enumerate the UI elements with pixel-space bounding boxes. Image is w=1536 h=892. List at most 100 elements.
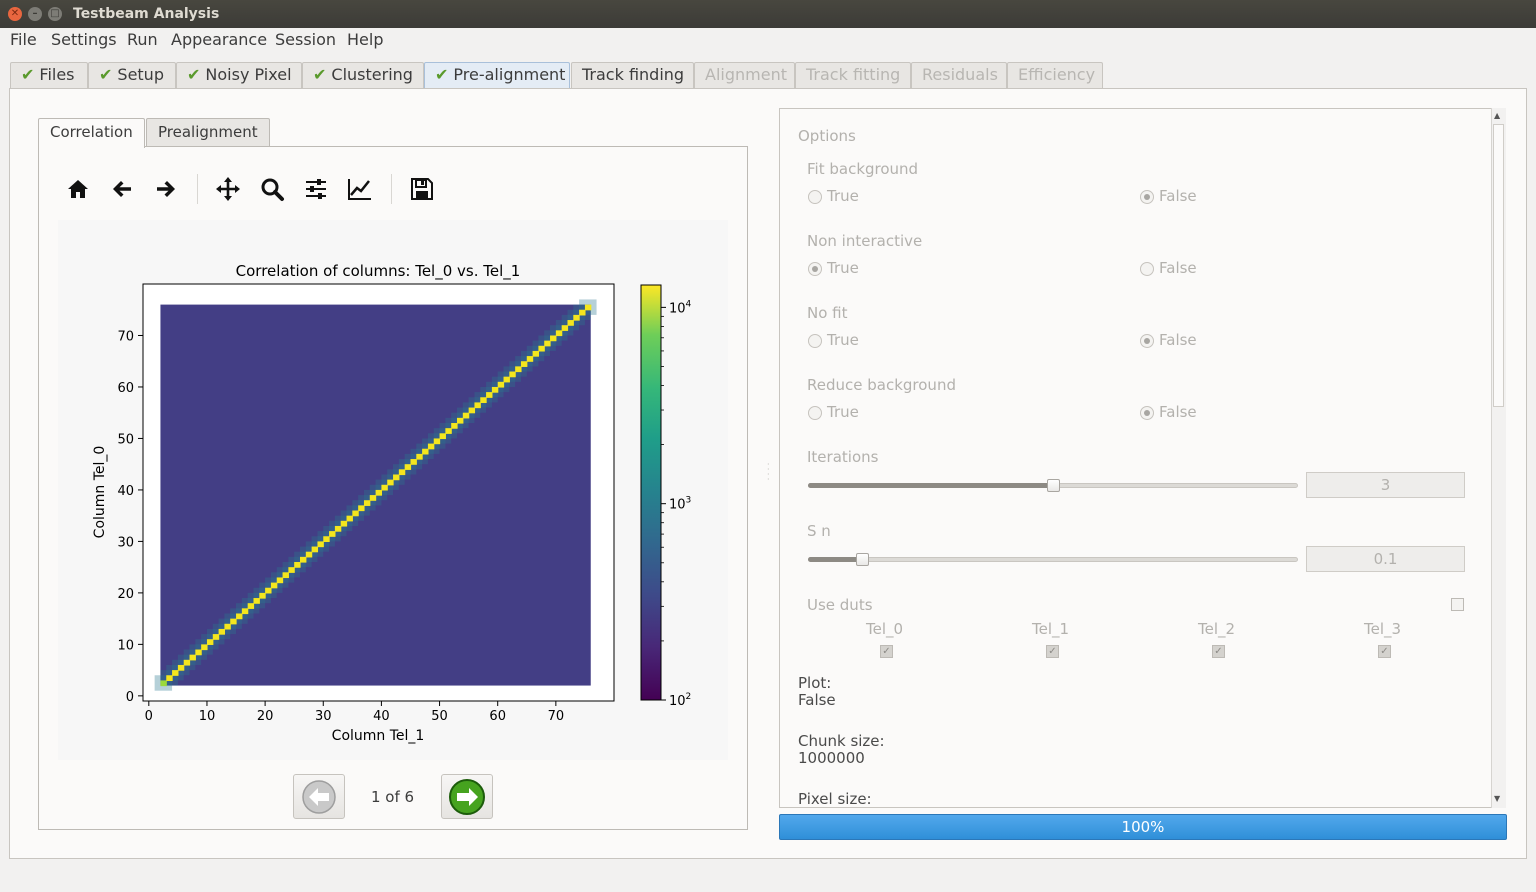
x-tick-label: 30: [315, 709, 332, 724]
subtab-prealignment[interactable]: Prealignment: [146, 118, 270, 147]
subplots-config-icon[interactable]: [303, 176, 329, 202]
menu-file[interactable]: File: [10, 30, 37, 49]
heatmap-diagonal-cell: [480, 397, 487, 404]
heatmap-diagonal-cell: [398, 469, 406, 476]
heatmap-diagonal-cell: [584, 304, 592, 311]
next-plot-button[interactable]: [441, 774, 493, 819]
non-interactive-false-radio[interactable]: [1140, 262, 1154, 276]
tab-setup[interactable]: ✔ Setup: [88, 62, 176, 88]
tab-track-finding[interactable]: Track finding: [571, 62, 694, 88]
heatmap-diagonal-cell: [346, 515, 353, 522]
back-arrow-icon[interactable]: [109, 176, 135, 202]
s-n-slider[interactable]: [808, 557, 1298, 562]
colorbar-tick-label: 104: [669, 299, 692, 316]
tab-alignment[interactable]: Alignment: [694, 62, 795, 88]
colorbar-ticks: 104 103 102: [661, 299, 692, 709]
tab-files[interactable]: ✔ Files: [10, 62, 88, 88]
heatmap-diagonal-cell: [532, 350, 540, 357]
heatmap-diagonal-cell: [515, 366, 522, 373]
heatmap-diagonal-cell: [573, 314, 580, 321]
tab-noisy-pixel[interactable]: ✔ Noisy Pixel: [176, 62, 302, 88]
tab-label: Track finding: [582, 65, 685, 84]
forward-arrow-icon[interactable]: [153, 176, 179, 202]
fit-background-false-radio[interactable]: [1140, 190, 1154, 204]
check-icon: ✔: [435, 65, 449, 84]
menu-run[interactable]: Run: [127, 30, 158, 49]
heatmap-diagonal-cell: [195, 649, 202, 656]
tab-clustering[interactable]: ✔ Clustering: [302, 62, 424, 88]
menu-help[interactable]: Help: [347, 30, 384, 49]
toolbar-separator: [197, 174, 198, 204]
x-axis-label: Column Tel_1: [332, 728, 425, 744]
scrollbar-thumb[interactable]: [1493, 124, 1504, 407]
no-fit-label: No fit: [807, 304, 848, 322]
non-interactive-true-radio[interactable]: [808, 262, 822, 276]
home-icon[interactable]: [65, 176, 91, 202]
scroll-down-icon[interactable]: ▼: [1494, 794, 1501, 803]
heatmap-diagonal-cell: [334, 525, 342, 532]
heatmap-diagonal-cell: [369, 495, 377, 501]
chunk-size-value: 1000000: [798, 749, 865, 767]
iterations-spinbox[interactable]: 3: [1306, 472, 1465, 498]
s-n-slider-handle[interactable]: [856, 553, 869, 566]
menu-appearance[interactable]: Appearance: [171, 30, 268, 49]
tab-residuals[interactable]: Residuals: [911, 62, 1007, 88]
window-title: Testbeam Analysis: [73, 6, 220, 22]
splitter-handle[interactable]: · · · ·: [767, 460, 770, 484]
pan-icon[interactable]: [215, 176, 241, 202]
heatmap-diagonal-cell: [352, 510, 359, 517]
x-tick-label: 50: [431, 709, 448, 724]
use-duts-label: Use duts: [807, 596, 873, 614]
minimize-window-button[interactable]: –: [28, 7, 42, 21]
use-duts-checkbox[interactable]: [1451, 598, 1464, 611]
heatmap-diagonal-cell: [160, 680, 167, 687]
check-icon: ✔: [99, 65, 113, 84]
dut-tel3-checkbox[interactable]: ✓: [1378, 645, 1391, 658]
no-fit-false-radio[interactable]: [1140, 334, 1154, 348]
x-tick-label: 10: [199, 709, 216, 724]
radio-label: False: [1159, 403, 1197, 421]
fit-background-true-radio[interactable]: [808, 190, 822, 204]
menu-session[interactable]: Session: [275, 30, 337, 49]
tab-label: Residuals: [922, 65, 998, 84]
save-icon[interactable]: [409, 176, 435, 202]
no-fit-true-radio[interactable]: [808, 334, 822, 348]
maximize-window-button[interactable]: □: [48, 7, 62, 21]
progress-bar: 100%: [779, 814, 1507, 840]
reduce-background-false-radio[interactable]: [1140, 406, 1154, 420]
scroll-up-icon[interactable]: ▲: [1494, 111, 1501, 120]
correlation-heatmap-chart[interactable]: Correlation of columns: Tel_0 vs. Tel_1 …: [58, 220, 728, 760]
heatmap-diagonal-cell: [177, 664, 185, 671]
edit-axes-icon[interactable]: [347, 176, 373, 202]
tab-pre-alignment[interactable]: ✔ Pre-alignment: [424, 62, 570, 88]
zoom-icon[interactable]: [259, 176, 285, 202]
heatmap-diagonal-cell: [579, 309, 586, 316]
heatmap-diagonal-cell: [526, 356, 534, 362]
dut-tel2-checkbox[interactable]: ✓: [1212, 645, 1225, 658]
tab-track-fitting[interactable]: Track fitting: [795, 62, 911, 88]
iterations-slider-handle[interactable]: [1047, 479, 1060, 492]
heatmap-diagonal-cell: [288, 567, 295, 573]
dut-tel1-checkbox[interactable]: ✓: [1046, 645, 1059, 658]
heatmap-diagonal-cell: [270, 582, 278, 589]
x-tick-label: 60: [489, 709, 506, 724]
figure-canvas[interactable]: Correlation of columns: Tel_0 vs. Tel_1 …: [58, 220, 728, 760]
dut-tel0-checkbox[interactable]: ✓: [880, 645, 893, 658]
subtab-correlation[interactable]: Correlation: [38, 118, 145, 148]
heatmap-diagonal-cell: [404, 464, 412, 470]
heatmap-diagonal-cell: [439, 433, 446, 440]
heatmap-diagonal-cell: [363, 500, 371, 506]
heatmap-diagonal-cell: [323, 536, 330, 543]
heatmap-diagonal-cell: [486, 392, 493, 398]
colorbar: [640, 284, 662, 701]
reduce-background-true-radio[interactable]: [808, 406, 822, 420]
chart-title: Correlation of columns: Tel_0 vs. Tel_1: [236, 262, 521, 281]
s-n-spinbox[interactable]: 0.1: [1306, 546, 1465, 572]
menu-settings[interactable]: Settings: [51, 30, 117, 49]
heatmap-diagonal-cell: [183, 659, 191, 666]
previous-plot-button[interactable]: [293, 774, 345, 819]
heatmap-diagonal-cell: [538, 345, 545, 352]
tab-efficiency[interactable]: Efficiency: [1007, 62, 1103, 88]
close-window-button[interactable]: ✕: [8, 7, 22, 21]
menubar: File Settings Run Appearance Session Hel…: [0, 28, 1536, 52]
